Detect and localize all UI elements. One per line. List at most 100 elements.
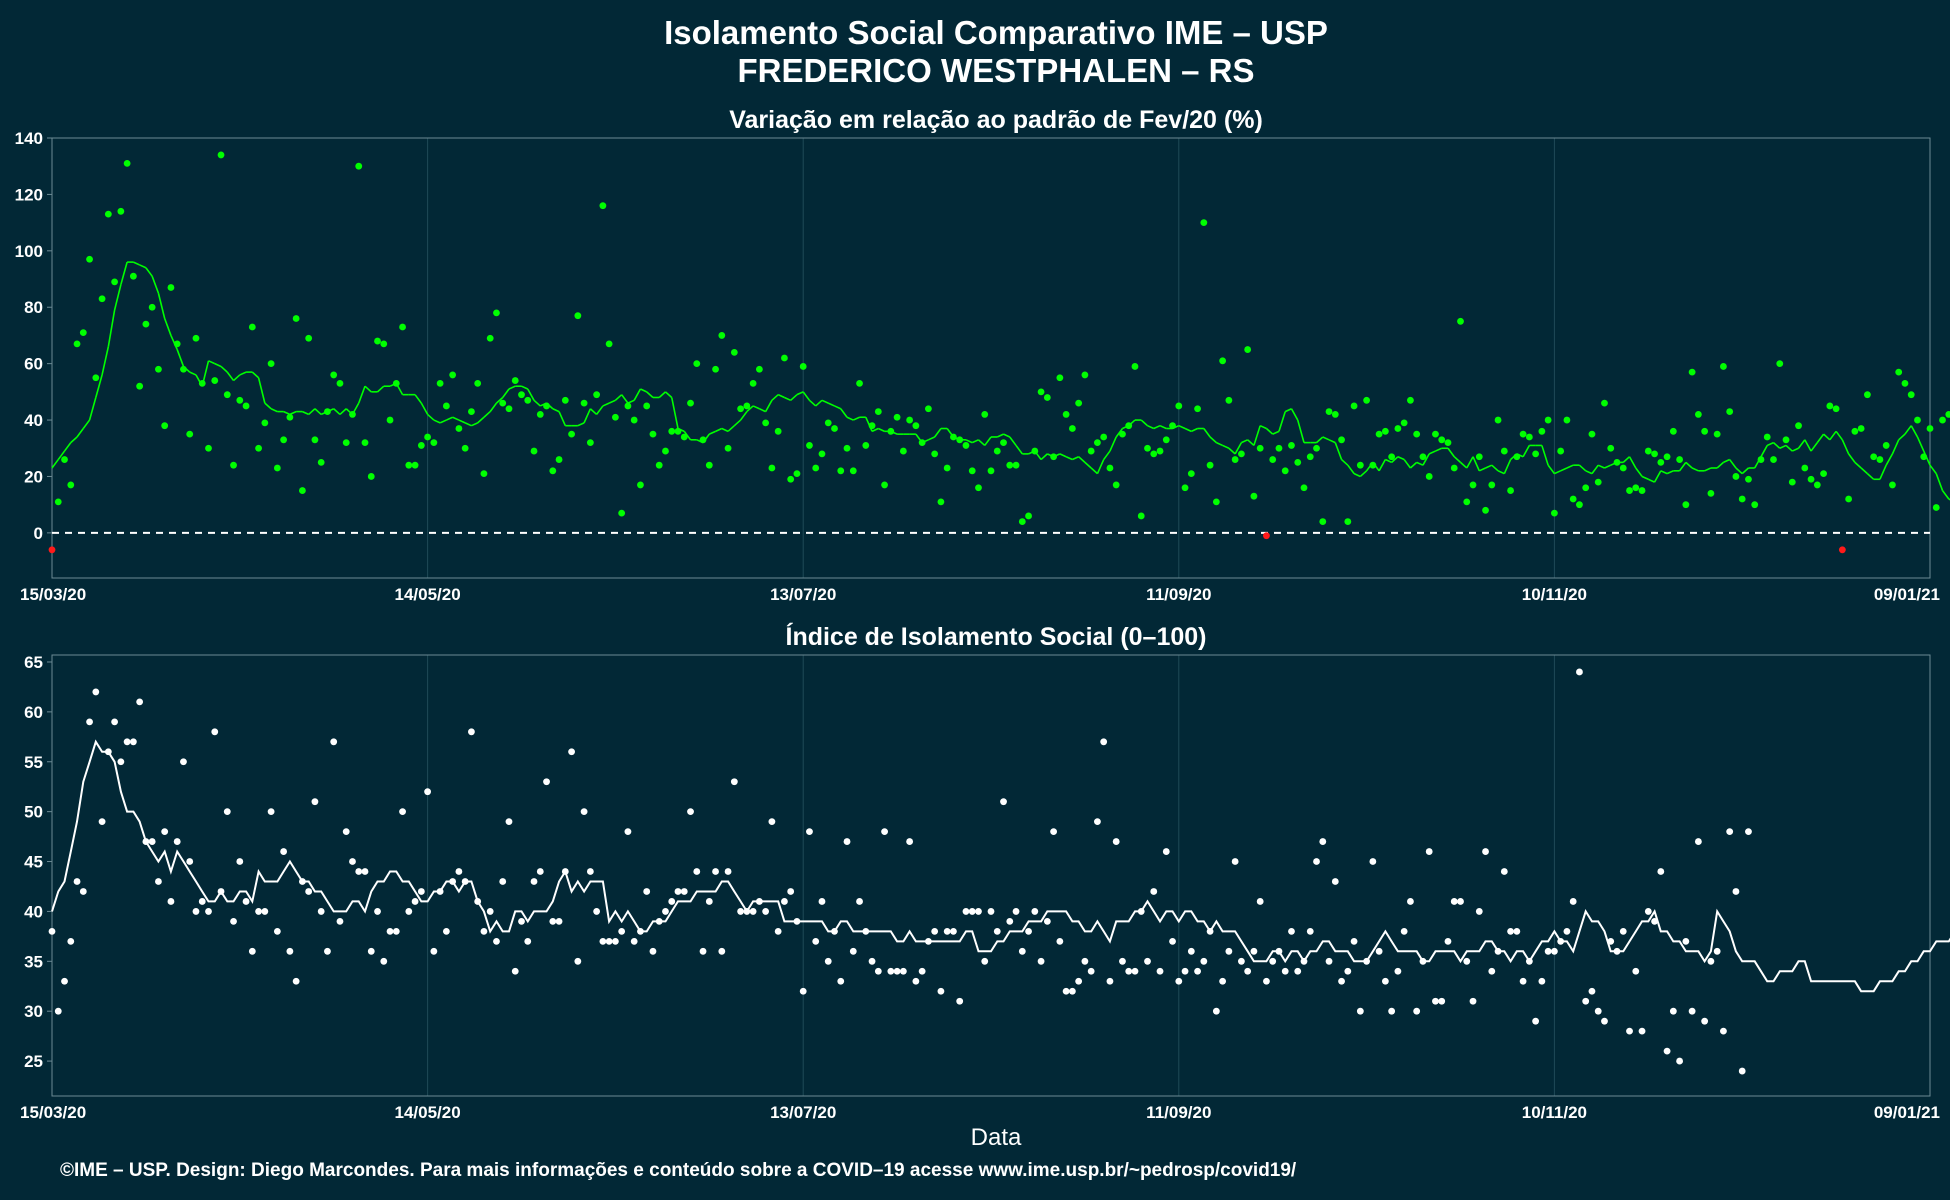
bottom-daily-point: [73, 878, 81, 885]
bottom-daily-point: [1576, 668, 1583, 676]
top-daily-point: [1676, 456, 1683, 463]
top-daily-point: [1569, 495, 1577, 503]
bottom-daily-point: [493, 937, 500, 945]
top-daily-point: [1056, 374, 1064, 382]
top-daily-point: [155, 365, 162, 373]
top-daily-point: [54, 498, 62, 506]
top-moving-average-segment: [1478, 467, 1486, 472]
top-moving-average-segment: [1779, 444, 1787, 449]
top-daily-point: [1619, 464, 1627, 472]
bottom-daily-point: [705, 898, 713, 905]
bottom-daily-point: [392, 927, 400, 935]
top-daily-point: [349, 411, 356, 418]
bottom-daily-point: [173, 838, 181, 845]
bottom-daily-point: [561, 868, 569, 875]
top-moving-average-segment: [1115, 428, 1124, 438]
top-daily-point: [1106, 464, 1114, 472]
bottom-daily-point: [1638, 1027, 1646, 1035]
bottom-daily-point: [1594, 1007, 1602, 1015]
bottom-daily-point: [148, 838, 156, 845]
top-moving-average-segment: [1459, 461, 1468, 469]
top-daily-point: [411, 461, 419, 469]
top-daily-point: [1338, 436, 1345, 444]
bottom-y-tick-label: 45: [24, 853, 43, 872]
top-moving-average-segment: [664, 391, 673, 399]
top-moving-average-segment: [495, 396, 504, 404]
top-daily-point: [593, 391, 601, 399]
top-moving-average-segment: [1898, 433, 1906, 441]
top-daily-point: [1820, 470, 1827, 478]
top-daily-point: [1043, 394, 1051, 401]
bottom-daily-point: [1306, 927, 1314, 935]
top-daily-point: [1363, 396, 1370, 404]
top-daily-point: [1757, 456, 1765, 463]
bottom-daily-point: [505, 818, 513, 826]
bottom-daily-point: [899, 967, 907, 975]
top-moving-average-segment: [846, 416, 854, 421]
top-daily-point: [1119, 430, 1126, 438]
top-daily-point: [1131, 363, 1139, 370]
bottom-daily-point: [1087, 967, 1095, 975]
top-daily-point: [1325, 408, 1333, 415]
bottom-daily-point: [61, 977, 68, 985]
top-moving-average-segment: [1816, 433, 1825, 444]
top-moving-average-segment: [70, 436, 78, 444]
top-moving-average-segment: [1472, 456, 1481, 472]
bottom-daily-point: [1551, 947, 1558, 955]
top-daily-point: [1169, 422, 1176, 430]
top-moving-average-segment: [283, 410, 291, 416]
bottom-daily-point: [1463, 957, 1471, 965]
top-daily-point: [1219, 357, 1227, 365]
top-daily-point: [1269, 456, 1277, 463]
top-moving-average-segment: [877, 427, 885, 433]
top-moving-average-segment: [1522, 445, 1531, 458]
bottom-daily-point: [1669, 1007, 1677, 1015]
top-daily-point: [511, 377, 519, 384]
top-x-tick-label: 11/09/20: [1146, 585, 1211, 604]
top-moving-average-segment: [552, 408, 560, 413]
top-moving-average-segment: [852, 416, 860, 421]
top-moving-average-segment: [589, 408, 598, 416]
top-daily-point: [674, 427, 682, 435]
top-moving-average-segment: [1766, 441, 1774, 447]
top-daily-point: [67, 481, 75, 489]
top-daily-point: [943, 464, 951, 472]
top-daily-point: [1813, 481, 1821, 489]
top-moving-average-segment: [1216, 441, 1223, 447]
bottom-daily-point: [1651, 917, 1658, 925]
bottom-daily-point: [668, 898, 676, 905]
top-daily-point: [117, 207, 125, 215]
top-daily-point: [79, 329, 87, 337]
top-moving-average-segment: [996, 433, 1004, 438]
top-daily-point: [849, 467, 857, 475]
bottom-daily-point: [1037, 957, 1045, 965]
bottom-daily-point: [248, 947, 256, 955]
top-daily-point: [574, 312, 582, 320]
top-moving-average-segment: [928, 436, 935, 441]
top-daily-point: [1381, 427, 1389, 435]
top-daily-point: [311, 436, 319, 444]
top-moving-average-segment: [1222, 444, 1230, 449]
top-moving-average-segment: [602, 402, 610, 407]
top-moving-average-segment: [633, 388, 642, 401]
bottom-daily-point: [474, 898, 482, 905]
top-moving-average-segment: [1835, 430, 1844, 441]
bottom-daily-point: [1156, 967, 1164, 975]
top-daily-point: [925, 405, 932, 413]
top-daily-point: [1544, 416, 1552, 424]
top-daily-point: [1075, 399, 1083, 407]
top-daily-point: [1732, 473, 1740, 480]
bottom-daily-point: [1538, 977, 1546, 985]
top-daily-point: [1031, 447, 1039, 455]
bottom-daily-point: [1425, 848, 1433, 855]
top-daily-point: [1231, 456, 1239, 463]
top-daily-point: [1394, 425, 1402, 432]
bottom-daily-point: [724, 868, 732, 875]
top-daily-point: [48, 546, 56, 554]
bottom-daily-point: [774, 927, 782, 935]
bottom-x-tick-label: 14/05/20: [395, 1103, 461, 1122]
top-daily-point: [1094, 439, 1101, 447]
bottom-moving-average-line: [51, 739, 1950, 993]
top-moving-average-segment: [508, 385, 516, 390]
